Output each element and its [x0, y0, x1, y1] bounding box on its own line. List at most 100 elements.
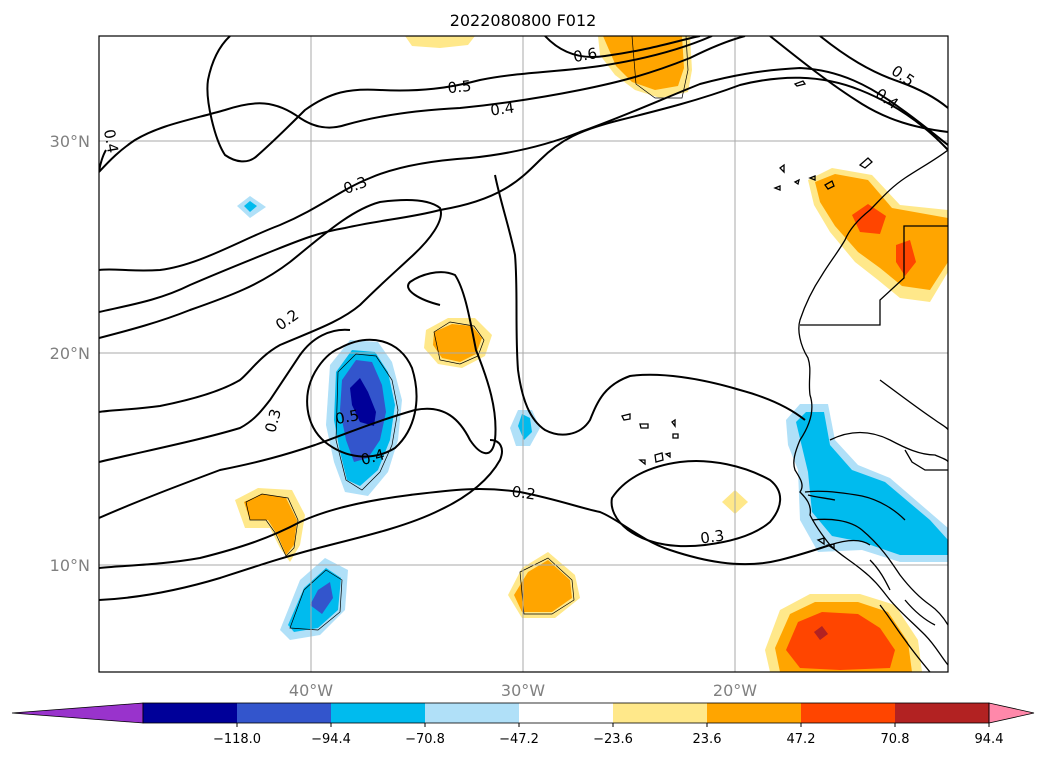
negative-anomaly-small-left-core [244, 201, 257, 212]
contour-label: 0.3 [261, 407, 285, 435]
colorbar-tick-label: −70.8 [405, 732, 445, 747]
contour-0.4-cyclone [306, 338, 418, 458]
contour-label: 0.6 [572, 44, 599, 66]
island-canary [793, 178, 800, 186]
positive-anomaly-sahara-core-east [896, 240, 916, 276]
positive-anomaly-top-orange [603, 36, 684, 90]
latitude-labels: 30°N 20°N 10°N [50, 132, 90, 575]
contour-0.3-outer [99, 199, 442, 413]
anomaly-outlines [245, 36, 689, 631]
contour-label: 0.5 [447, 77, 473, 97]
island-canary [824, 180, 835, 190]
island-cape-verde [621, 413, 631, 421]
contour-0.2 [99, 76, 948, 313]
contour-0.4-north [99, 36, 746, 173]
colorbar-tick-label: −118.0 [213, 732, 261, 747]
border-liberia [904, 599, 936, 626]
positive-anomaly-guinea-max [814, 626, 828, 640]
island-canary [779, 163, 785, 174]
colorbar-frame [142, 702, 990, 724]
positive-anomaly-south-center [514, 560, 572, 612]
island-canary [808, 175, 816, 181]
coast-africa [793, 149, 948, 666]
colorbar-segment [613, 703, 708, 723]
colorbar-extend-low [11, 702, 144, 724]
island-cape-verde [654, 452, 664, 463]
colorbar-tick-label: −47.2 [499, 732, 539, 747]
border-gambia [807, 494, 836, 501]
island-bissagos [816, 537, 825, 546]
island-cape-verde [638, 459, 646, 466]
colorbar-tick-label: −23.6 [593, 732, 633, 747]
contour-0.3-cyclone [99, 439, 503, 601]
contour-0.3-lower [610, 459, 782, 548]
border-guinea [811, 518, 948, 626]
border-sierra-leone [869, 559, 891, 591]
island-canary [773, 185, 781, 191]
border-western-sahara [800, 225, 948, 326]
contour-0.5-east [819, 36, 948, 109]
colorbar-segment [801, 703, 896, 723]
coast-lower-west [879, 604, 931, 672]
contour-label: 0.4 [359, 445, 387, 469]
colorbar-segment [143, 703, 238, 723]
lon-label-20w: 20°W [713, 681, 757, 700]
island-cape-verde [672, 433, 679, 439]
contour-label: 0.2 [511, 482, 537, 503]
colorbar-segment [331, 703, 426, 723]
longitude-labels: 40°W 30°W 20°W [289, 681, 757, 700]
lon-label-40w: 40°W [289, 681, 333, 700]
border-mauritania-mali [829, 431, 948, 463]
contour-0.3-cyclone-outer [99, 328, 351, 463]
colorbar-extend-high [988, 702, 1035, 724]
colorbar-segment [425, 703, 520, 723]
contour-0.2-loop [99, 271, 497, 519]
border-mali-east [904, 449, 948, 471]
island-cape-verde [671, 418, 676, 428]
positive-anomaly-sahara-core [852, 204, 886, 234]
colorbar-tick-label: 70.8 [881, 732, 910, 747]
contour-label: 0.3 [699, 526, 725, 547]
positive-anomaly-top-yellow [405, 36, 475, 48]
colorbar-tick-label: 23.6 [693, 732, 722, 747]
contour-0.2-central [494, 174, 806, 436]
islands [621, 80, 873, 551]
colorbar-segment [519, 703, 614, 723]
negative-anomaly-cyclone-core [350, 378, 376, 426]
map-area: 0.6 0.5 0.4 0.3 0.2 0.3 0.5 0.4 0.2 0.3 … [99, 36, 948, 672]
contour-label: 0.4 [100, 128, 122, 155]
lat-label-30n: 30°N [50, 132, 90, 151]
coastlines [793, 149, 948, 672]
lat-label-20n: 20°N [50, 344, 90, 363]
border-senegal [804, 490, 906, 521]
island-bissagos [826, 543, 835, 551]
negative-anomaly-south-inner [310, 582, 333, 614]
contour-label: 0.5 [334, 406, 361, 428]
graticule [99, 36, 948, 672]
colorbar-tick-label: 94.4 [975, 732, 1004, 747]
positive-anomaly-west [244, 494, 297, 555]
border-inland-north [879, 379, 948, 431]
colorbar-segment [895, 703, 990, 723]
colorbar-tick-label: 47.2 [787, 732, 816, 747]
negative-anomaly-small-center [518, 414, 532, 440]
contour-0.6 [544, 36, 701, 58]
contour-label: 0.4 [489, 98, 515, 119]
lat-label-10n: 10°N [50, 556, 90, 575]
contour-0.2-lower [99, 487, 831, 569]
colorbar-segment [237, 703, 332, 723]
colorbar-segment [707, 703, 802, 723]
colorbar: −118.0 −94.4 −70.8 −47.2 −23.6 23.6 47.2 70.8 94… [11, 702, 1035, 747]
colorbar-tick-label: −94.4 [311, 732, 351, 747]
contour-0.3-north [99, 66, 948, 272]
contour-lines [99, 36, 948, 601]
positive-anomaly-guinea-core [786, 612, 895, 670]
island-canary [858, 157, 873, 169]
contour-0.4-east [769, 36, 948, 133]
map-frame [98, 35, 949, 673]
lon-label-30w: 30°W [501, 681, 545, 700]
island-cape-verde [664, 452, 671, 459]
contour-0.5-north [206, 36, 713, 163]
figure-title: 2022080800 F012 [450, 11, 597, 30]
